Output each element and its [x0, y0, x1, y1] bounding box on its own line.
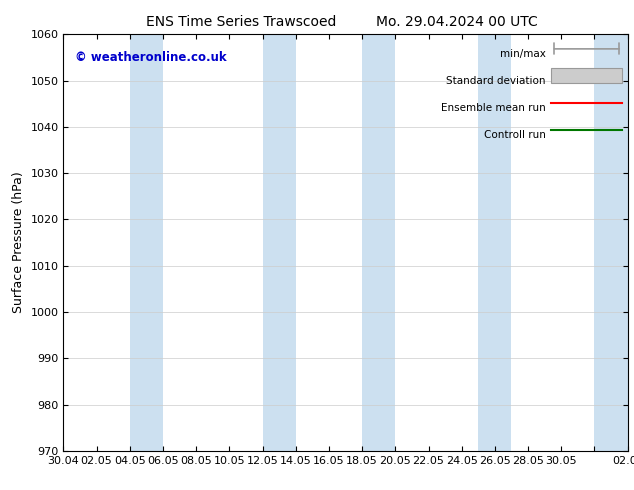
Bar — [595, 34, 628, 451]
Bar — [478, 34, 512, 451]
Bar — [362, 34, 396, 451]
FancyBboxPatch shape — [552, 69, 622, 83]
Bar — [130, 34, 163, 451]
Text: Mo. 29.04.2024 00 UTC: Mo. 29.04.2024 00 UTC — [375, 15, 538, 29]
Text: Controll run: Controll run — [484, 130, 546, 140]
Y-axis label: Surface Pressure (hPa): Surface Pressure (hPa) — [12, 172, 25, 314]
Text: Ensemble mean run: Ensemble mean run — [441, 103, 546, 113]
Bar — [262, 34, 295, 451]
Text: Standard deviation: Standard deviation — [446, 76, 546, 86]
Text: ENS Time Series Trawscoed: ENS Time Series Trawscoed — [146, 15, 336, 29]
Text: © weatheronline.co.uk: © weatheronline.co.uk — [75, 51, 226, 64]
Text: min/max: min/max — [500, 49, 546, 59]
